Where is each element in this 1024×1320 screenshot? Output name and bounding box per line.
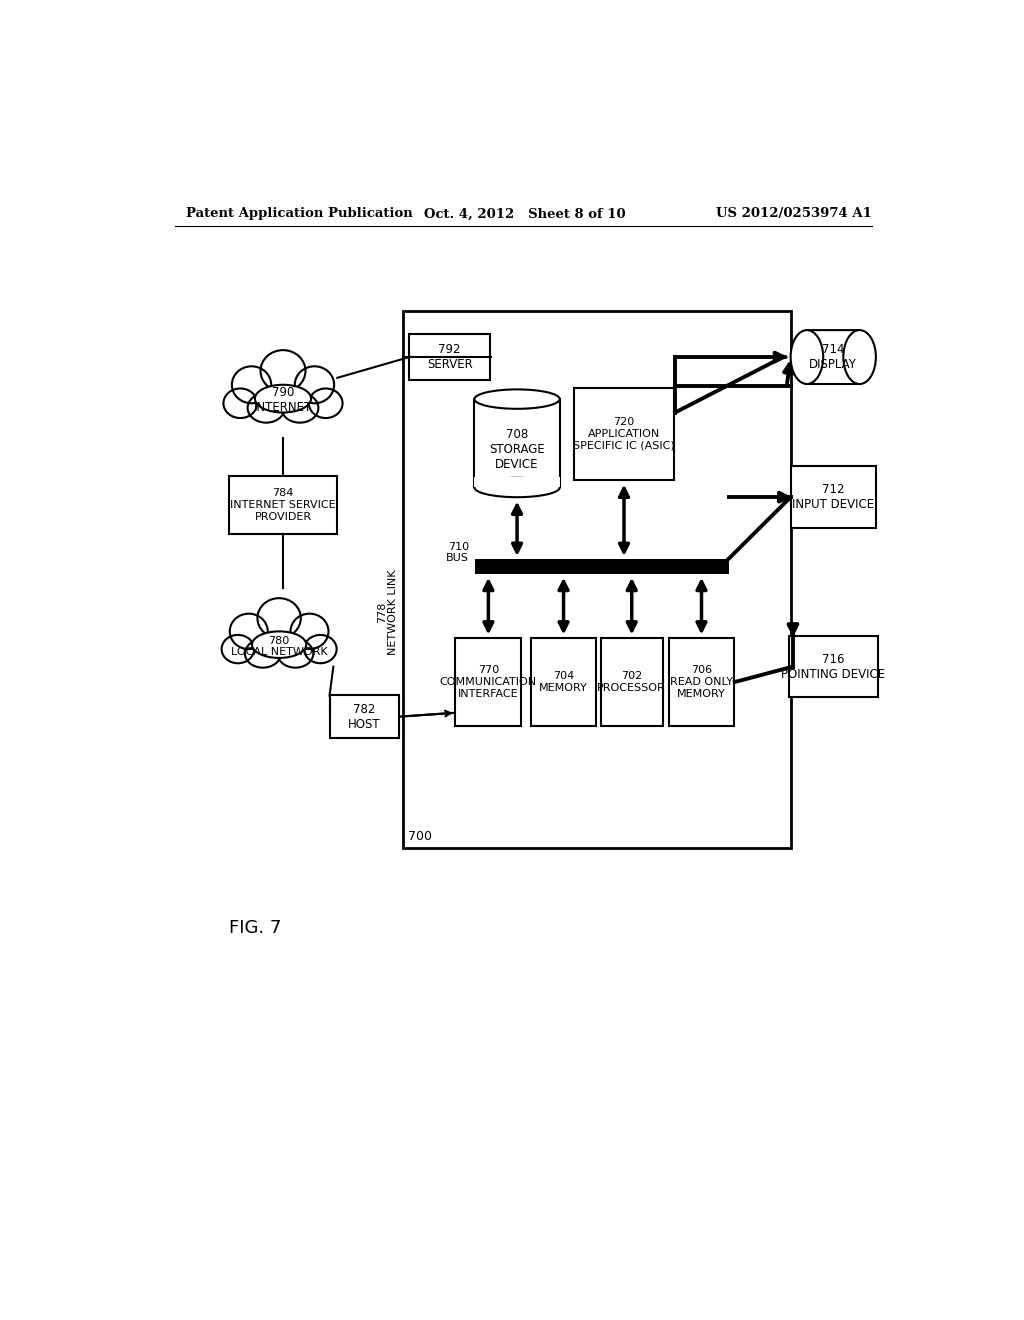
Ellipse shape xyxy=(282,393,318,422)
Text: 706
READ ONLY
MEMORY: 706 READ ONLY MEMORY xyxy=(670,665,733,698)
Bar xyxy=(475,558,729,574)
Ellipse shape xyxy=(844,330,876,384)
Text: 716
POINTING DEVICE: 716 POINTING DEVICE xyxy=(781,652,886,681)
Bar xyxy=(456,638,521,726)
Ellipse shape xyxy=(278,639,313,668)
Bar xyxy=(403,312,791,847)
Ellipse shape xyxy=(309,388,343,418)
Ellipse shape xyxy=(474,478,560,498)
Text: 784
INTERNET SERVICE
PROVIDER: 784 INTERNET SERVICE PROVIDER xyxy=(230,488,336,521)
Ellipse shape xyxy=(245,639,281,668)
Ellipse shape xyxy=(474,389,560,409)
Text: 712
INPUT DEVICE: 712 INPUT DEVICE xyxy=(793,483,874,511)
Ellipse shape xyxy=(304,635,337,663)
Bar xyxy=(474,399,560,487)
Bar xyxy=(788,636,878,697)
Text: 780
LOCAL NETWORK: 780 LOCAL NETWORK xyxy=(230,636,328,657)
Bar xyxy=(530,638,597,726)
Ellipse shape xyxy=(260,350,305,392)
Text: 702
PROCESSOR: 702 PROCESSOR xyxy=(597,671,667,693)
Ellipse shape xyxy=(248,393,285,422)
Text: 704
MEMORY: 704 MEMORY xyxy=(540,671,588,693)
Text: 770
COMMUNICATION
INTERFACE: 770 COMMUNICATION INTERFACE xyxy=(440,665,537,698)
Bar xyxy=(228,477,337,533)
Ellipse shape xyxy=(791,330,823,384)
Text: 710
BUS: 710 BUS xyxy=(446,541,469,564)
Bar xyxy=(601,638,663,726)
Ellipse shape xyxy=(295,367,334,404)
Text: 720
APPLICATION
SPECIFIC IC (ASIC): 720 APPLICATION SPECIFIC IC (ASIC) xyxy=(573,417,675,450)
Ellipse shape xyxy=(257,598,301,638)
Ellipse shape xyxy=(252,631,306,657)
Text: FIG. 7: FIG. 7 xyxy=(228,920,282,937)
Text: 792
SERVER: 792 SERVER xyxy=(427,343,472,371)
Ellipse shape xyxy=(255,385,311,413)
Bar xyxy=(330,696,399,738)
Bar xyxy=(791,466,876,528)
Ellipse shape xyxy=(229,614,267,649)
Text: Patent Application Publication: Patent Application Publication xyxy=(186,207,413,220)
Ellipse shape xyxy=(255,385,311,413)
Ellipse shape xyxy=(221,635,254,663)
Bar xyxy=(669,638,734,726)
Text: 708
STORAGE
DEVICE: 708 STORAGE DEVICE xyxy=(489,428,545,471)
FancyBboxPatch shape xyxy=(807,330,859,384)
Text: Oct. 4, 2012   Sheet 8 of 10: Oct. 4, 2012 Sheet 8 of 10 xyxy=(424,207,626,220)
Text: 782
HOST: 782 HOST xyxy=(348,702,381,731)
Bar xyxy=(474,477,560,487)
Text: 790
INTERNET: 790 INTERNET xyxy=(254,387,312,414)
Text: 714
DISPLAY: 714 DISPLAY xyxy=(809,343,857,371)
Text: US 2012/0253974 A1: US 2012/0253974 A1 xyxy=(716,207,872,220)
Ellipse shape xyxy=(291,614,329,649)
Ellipse shape xyxy=(231,367,271,404)
Text: 778
NETWORK LINK: 778 NETWORK LINK xyxy=(377,570,398,656)
Ellipse shape xyxy=(252,631,306,657)
Text: 700: 700 xyxy=(408,830,432,843)
Ellipse shape xyxy=(223,388,257,418)
Bar xyxy=(409,334,490,380)
Bar xyxy=(573,388,675,480)
